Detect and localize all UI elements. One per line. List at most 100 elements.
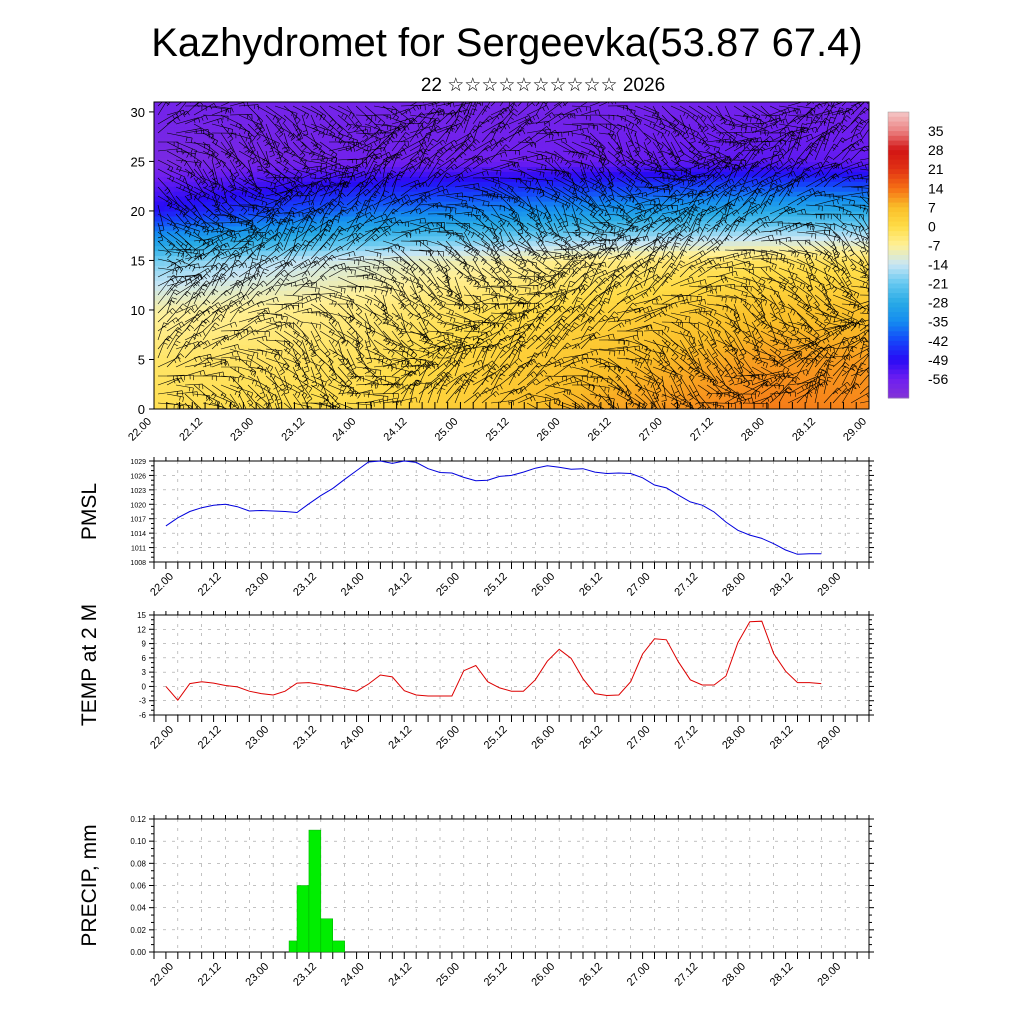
wind-barb — [229, 177, 248, 194]
field-cell — [276, 210, 288, 217]
field-cell — [726, 255, 737, 262]
field-cell — [715, 201, 727, 207]
field-cell — [766, 111, 778, 118]
field-cell — [817, 329, 829, 336]
field-cell — [695, 210, 707, 217]
field-cell — [440, 240, 451, 247]
field-cell — [348, 384, 359, 390]
field-cell — [358, 126, 370, 133]
field-cell — [368, 339, 380, 346]
field-cell — [276, 255, 288, 262]
field-cell — [828, 384, 839, 390]
field-cell — [194, 111, 206, 118]
field-cell — [399, 260, 410, 266]
field-cell — [184, 354, 196, 361]
field-cell — [583, 166, 594, 172]
field-cell — [388, 280, 400, 286]
field-cell — [797, 349, 809, 356]
field-cell — [838, 255, 850, 262]
field-cell — [440, 151, 451, 158]
field-cell — [297, 369, 308, 375]
wind-barb — [265, 114, 284, 138]
field-cell — [205, 394, 216, 400]
wind-barb — [238, 213, 254, 228]
field-cell — [715, 270, 727, 276]
field-cell — [307, 344, 319, 351]
field-cell — [245, 181, 257, 187]
field-cell — [736, 309, 748, 316]
field-cell — [194, 404, 206, 409]
field-cell — [154, 126, 165, 133]
field-cell — [838, 126, 850, 133]
field-cell — [603, 295, 615, 301]
field-cell — [664, 116, 676, 123]
field-cell — [674, 280, 686, 286]
field-cell — [542, 151, 553, 158]
field-cell — [664, 265, 676, 271]
field-cell — [225, 344, 237, 351]
field-cell — [736, 399, 748, 405]
field-cell — [297, 389, 308, 395]
field-cell — [838, 250, 850, 257]
wind-barb — [265, 105, 286, 125]
field-cell — [705, 131, 717, 138]
field-cell — [409, 240, 421, 247]
field-cell — [399, 349, 410, 356]
field-cell — [858, 324, 869, 331]
field-cell — [491, 359, 502, 366]
field-cell — [245, 205, 257, 212]
field-cell — [807, 151, 819, 158]
field-cell — [521, 245, 533, 252]
field-cell — [194, 121, 206, 128]
field-cell — [225, 369, 237, 375]
field-cell — [409, 394, 421, 400]
field-cell — [501, 240, 513, 247]
field-cell — [286, 215, 298, 222]
field-cell — [777, 156, 788, 163]
field-cell — [501, 151, 513, 158]
field-cell — [327, 305, 339, 311]
field-cell — [235, 225, 247, 232]
field-cell — [245, 235, 257, 242]
field-cell — [450, 215, 462, 222]
wind-barb — [274, 180, 297, 188]
field-cell — [777, 404, 788, 409]
wind-barb — [274, 219, 294, 226]
wind-barb — [301, 256, 321, 278]
field-cell — [521, 384, 533, 390]
field-cell — [583, 102, 594, 108]
field-cell — [460, 285, 472, 291]
field-cell — [450, 176, 462, 182]
field-cell — [807, 394, 819, 400]
field-cell — [572, 240, 584, 247]
field-cell — [807, 280, 819, 286]
field-cell — [501, 186, 513, 192]
field-cell — [297, 146, 308, 153]
wind-barb — [310, 256, 330, 269]
field-cell — [215, 364, 227, 370]
field-cell — [807, 295, 819, 301]
field-cell — [307, 111, 319, 118]
field-cell — [470, 245, 482, 252]
field-cell — [531, 121, 543, 128]
field-cell — [460, 240, 472, 247]
field-cell — [603, 404, 615, 409]
field-cell — [542, 220, 553, 227]
field-cell — [705, 354, 717, 361]
field-cell — [685, 379, 696, 385]
field-cell — [766, 399, 778, 405]
field-cell — [623, 161, 635, 167]
field-cell — [348, 201, 359, 207]
field-cell — [450, 314, 462, 321]
field-cell — [838, 354, 850, 361]
field-cell — [828, 404, 839, 409]
field-cell — [399, 309, 410, 316]
field-cell — [572, 141, 584, 148]
field-cell — [807, 161, 819, 167]
field-cell — [164, 102, 176, 108]
field-cell — [828, 364, 839, 370]
field-cell — [807, 334, 819, 341]
field-cell — [685, 334, 696, 341]
field-cell — [674, 235, 686, 242]
